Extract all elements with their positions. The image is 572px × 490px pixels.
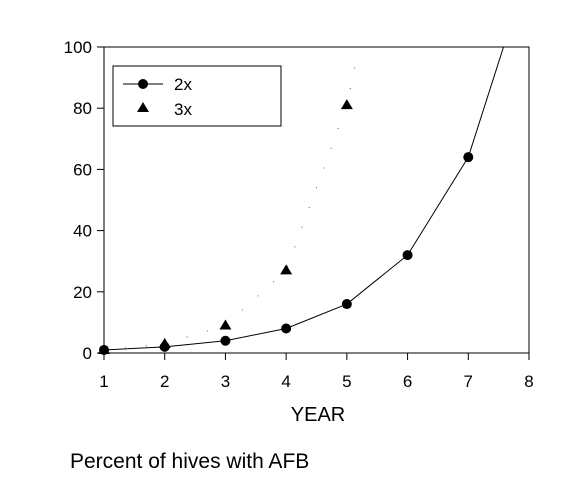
point-3x (98, 343, 110, 354)
point-3x (340, 99, 353, 110)
legend-marker-3x (137, 102, 149, 112)
legend-label-2x: 2x (174, 75, 192, 94)
point-3x (219, 319, 232, 330)
x-tick-label: 5 (342, 372, 351, 391)
data-markers (98, 99, 474, 355)
series-line-2x (103, 46, 504, 351)
y-tick-label: 0 (83, 344, 92, 363)
point-2x (281, 323, 292, 334)
y-tick-label: 100 (64, 38, 92, 57)
x-tick-label: 8 (524, 372, 533, 391)
point-2x (402, 250, 413, 261)
series-lines (103, 46, 504, 351)
chart-caption: Percent of hives with AFB (70, 450, 309, 473)
legend: 2x 3x (112, 65, 282, 127)
y-tick-label: 80 (73, 99, 92, 118)
point-2x (341, 299, 352, 310)
plot-frame (103, 46, 530, 354)
point-3x (158, 337, 171, 348)
x-tick-label: 7 (464, 372, 473, 391)
y-tick-label: 20 (73, 283, 92, 302)
y-tick-label: 60 (73, 160, 92, 179)
x-tick-label: 6 (403, 372, 412, 391)
x-axis-title: YEAR (291, 404, 345, 426)
x-tick-label: 3 (221, 372, 230, 391)
y-tick-label: 40 (73, 222, 92, 241)
x-tick-label: 1 (99, 372, 108, 391)
point-2x (463, 152, 474, 163)
legend-box (112, 65, 282, 127)
point-3x (280, 264, 293, 275)
x-tick-label: 2 (160, 372, 169, 391)
legend-marker-2x (138, 79, 148, 89)
legend-label-3x: 3x (174, 100, 192, 119)
point-2x (220, 335, 231, 346)
x-tick-label: 4 (281, 372, 290, 391)
